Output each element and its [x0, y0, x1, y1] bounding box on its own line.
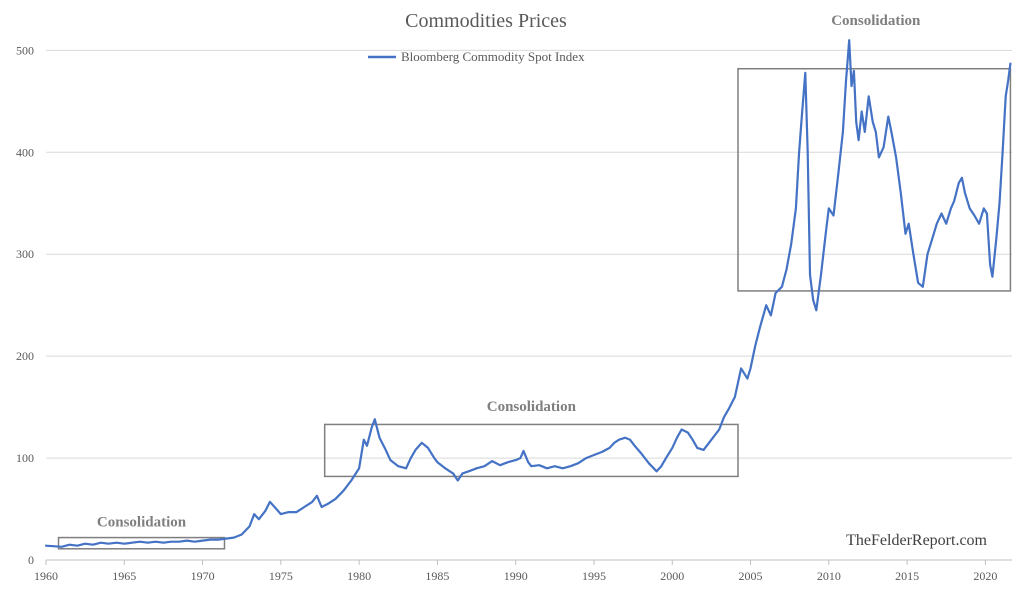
consolidation-box-1 — [57, 536, 226, 550]
x-tick-label: 1980 — [347, 569, 371, 583]
chart-title: Commodities Prices — [405, 10, 567, 32]
x-tick-label: 2005 — [739, 569, 763, 583]
x-tick-label: 1990 — [504, 569, 528, 583]
x-tick-label: 1995 — [582, 569, 606, 583]
legend-label: Bloomberg Commodity Spot Index — [401, 49, 585, 64]
consolidation-boxes — [57, 67, 1012, 550]
x-tick-label: 1965 — [112, 569, 136, 583]
y-axis-ticks: 0 100 200 300 400 500 — [16, 43, 34, 567]
y-tick-label: 200 — [16, 349, 34, 363]
y-tick-label: 0 — [28, 553, 34, 567]
x-tick-label: 2020 — [973, 569, 997, 583]
consolidation-label-3: Consolidation — [831, 13, 921, 29]
legend: Bloomberg Commodity Spot Index — [368, 49, 585, 64]
x-tick-label: 1970 — [191, 569, 215, 583]
consolidation-label-2: Consolidation — [487, 399, 577, 415]
y-tick-label: 100 — [16, 451, 34, 465]
y-tick-label: 300 — [16, 247, 34, 261]
consolidation-box-3 — [737, 67, 1012, 292]
x-tick-label: 2000 — [660, 569, 684, 583]
series-line-1 — [44, 39, 1012, 548]
consolidation-label-1: Consolidation — [97, 514, 187, 530]
x-tick-label: 1985 — [425, 569, 449, 583]
x-tick-label: 1960 — [34, 569, 58, 583]
consolidation-box-2 — [323, 423, 739, 478]
x-tick-label: 1975 — [269, 569, 293, 583]
watermark: TheFelderReport.com — [846, 532, 987, 549]
series-group — [44, 39, 1012, 548]
annotations: Consolidation Consolidation Consolidation — [97, 13, 921, 530]
y-tick-label: 500 — [16, 43, 34, 57]
gridlines — [46, 49, 1012, 459]
x-axis-ticks: 1960 1965 1970 1975 1980 1985 1990 1995 2000 2005… — [34, 560, 997, 583]
y-tick-label: 400 — [16, 145, 34, 159]
x-tick-label: 2015 — [895, 569, 919, 583]
x-tick-label: 2010 — [817, 569, 841, 583]
